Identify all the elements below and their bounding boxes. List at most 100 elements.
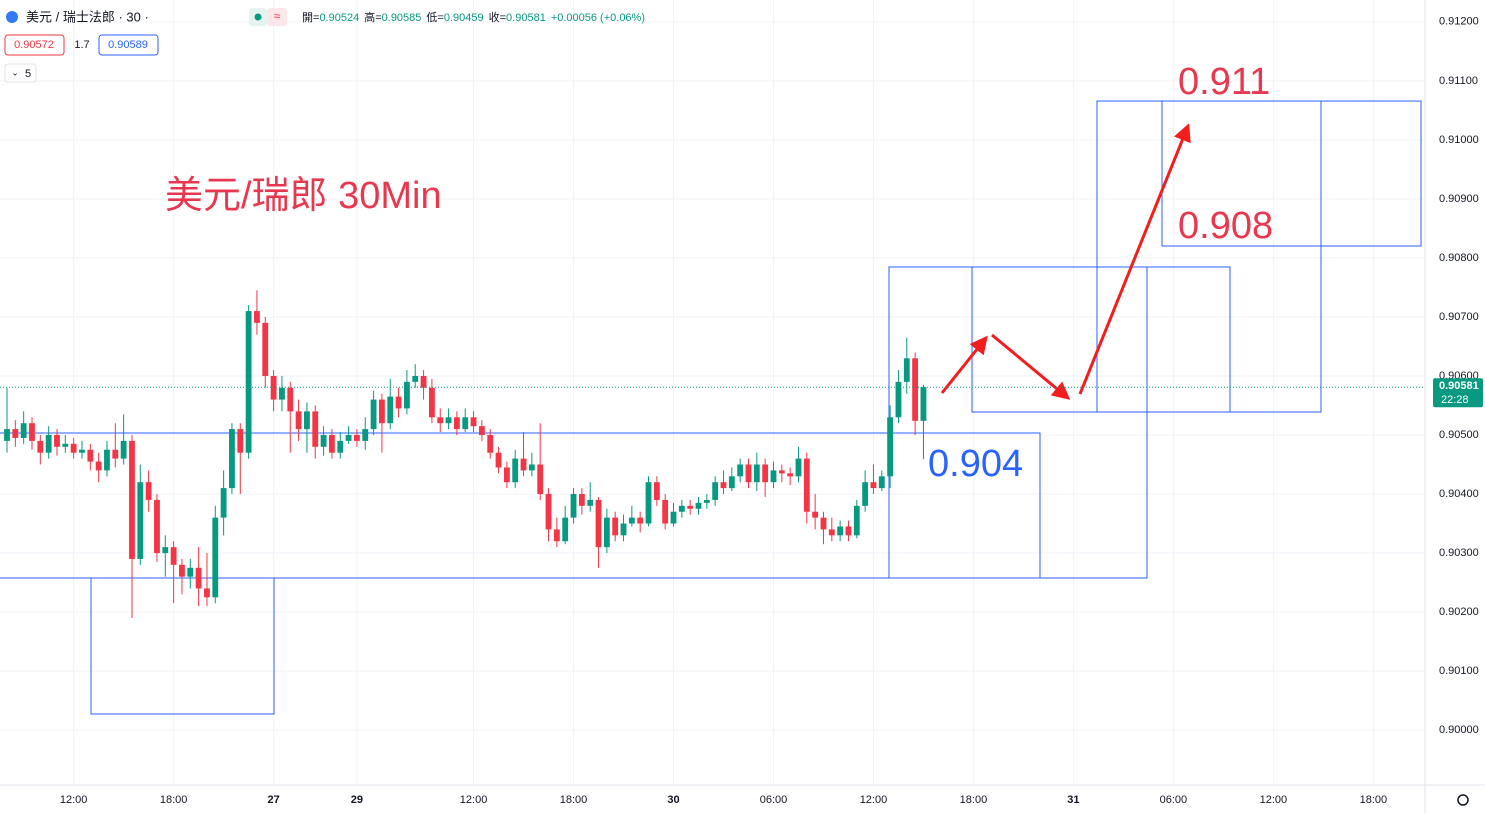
candle-body bbox=[895, 381, 902, 418]
candle-body bbox=[828, 529, 835, 536]
status-icon: ≈ bbox=[274, 9, 281, 23]
candle-body bbox=[812, 511, 819, 518]
candle-body bbox=[870, 482, 877, 489]
candle-body bbox=[678, 505, 685, 512]
candle-body bbox=[304, 411, 310, 430]
x-tick-label: 31 bbox=[1067, 794, 1079, 806]
last-price-tag bbox=[1433, 378, 1483, 408]
candle-body bbox=[520, 458, 527, 471]
settings-icon[interactable] bbox=[1457, 794, 1469, 806]
candle-body bbox=[337, 440, 344, 453]
candle-body bbox=[728, 476, 735, 489]
arrow bbox=[1078, 123, 1191, 395]
candle-body bbox=[87, 449, 94, 462]
x-tick-label: 06:00 bbox=[1160, 794, 1188, 806]
zone-box bbox=[90, 577, 275, 715]
candle-body bbox=[878, 476, 885, 489]
candle-body bbox=[162, 547, 169, 554]
ask-box[interactable] bbox=[98, 34, 159, 56]
candle-body bbox=[628, 517, 635, 524]
candle-body bbox=[445, 417, 452, 424]
candle-body bbox=[770, 470, 777, 483]
candle-body bbox=[612, 517, 619, 536]
indicator-toggle[interactable] bbox=[4, 63, 37, 83]
bid: 0.90572 bbox=[14, 39, 54, 51]
y-tick-label: 0.90100 bbox=[1439, 665, 1479, 677]
candle-body bbox=[179, 564, 185, 577]
status-icon bbox=[267, 8, 287, 26]
candle-body bbox=[545, 494, 552, 530]
candle-body bbox=[487, 434, 494, 453]
candle-body bbox=[79, 449, 85, 453]
candle-body bbox=[295, 411, 302, 430]
candle-body bbox=[503, 467, 510, 483]
candle-body bbox=[54, 434, 60, 447]
candle-body bbox=[903, 358, 910, 382]
candle-body bbox=[745, 464, 752, 483]
y-tick-label: 0.91100 bbox=[1439, 75, 1478, 87]
candle-body bbox=[703, 499, 710, 503]
annotation: 0.904 bbox=[928, 443, 1023, 485]
candle-body bbox=[437, 417, 444, 424]
arrow bbox=[991, 333, 1071, 400]
candle-body bbox=[720, 482, 727, 489]
ohlc-label: 收= bbox=[489, 10, 506, 24]
y-tick-label: 0.90200 bbox=[1439, 606, 1479, 618]
candle-body bbox=[803, 458, 810, 512]
candle-body bbox=[420, 375, 427, 388]
candle-body bbox=[95, 461, 102, 471]
candle-body bbox=[362, 429, 369, 441]
candle-body bbox=[695, 502, 702, 509]
y-tick-label: 0.91000 bbox=[1439, 134, 1479, 146]
chevron: ⌄ bbox=[11, 67, 19, 77]
candle-body bbox=[395, 396, 402, 409]
candle-body bbox=[254, 311, 260, 323]
x-tick-label: 12:00 bbox=[460, 794, 488, 806]
candle-body bbox=[37, 440, 44, 453]
candle-body bbox=[204, 588, 210, 598]
candle-body bbox=[62, 443, 69, 447]
candle-body bbox=[345, 434, 352, 441]
candle-body bbox=[428, 387, 435, 418]
x-tick-label: 29 bbox=[351, 794, 363, 806]
candle-body bbox=[528, 464, 535, 471]
candle-body bbox=[45, 434, 52, 453]
y-tick-label: 0.90700 bbox=[1439, 311, 1479, 323]
candle-body bbox=[120, 440, 127, 459]
candle-body bbox=[270, 375, 277, 400]
x-tick-label: 12:00 bbox=[860, 794, 888, 806]
candle-body bbox=[570, 494, 577, 518]
y-tick-label: 0.90300 bbox=[1439, 547, 1479, 559]
axes: 0.90000 0.90100 0.90200 0.90300 0.90400 0.905… bbox=[60, 16, 1483, 806]
candle-body bbox=[29, 423, 35, 441]
ohlc-value: 0.90585 bbox=[382, 12, 422, 24]
candle-body bbox=[220, 488, 227, 518]
x-tick-label: 12:00 bbox=[60, 794, 88, 806]
candle-body bbox=[212, 517, 219, 598]
y-tick-label: 0.90500 bbox=[1439, 429, 1479, 441]
candle-body bbox=[387, 396, 394, 424]
ohlc-value: 0.90459 bbox=[444, 12, 484, 24]
bid-box[interactable] bbox=[4, 34, 65, 56]
candle-body bbox=[653, 482, 660, 500]
candle-body bbox=[587, 499, 594, 506]
candle-body bbox=[920, 387, 927, 421]
candle-body bbox=[687, 505, 694, 509]
candle-body bbox=[320, 434, 327, 447]
candle-body bbox=[129, 440, 135, 559]
candle-body bbox=[853, 505, 860, 536]
candle-body bbox=[187, 567, 194, 577]
y-tick-label: 0.91200 bbox=[1439, 16, 1479, 28]
x-tick-label: 27 bbox=[267, 794, 279, 806]
candle-body bbox=[862, 482, 869, 506]
candle-body bbox=[195, 567, 202, 589]
chart-title: 美元/瑞郎 30Min bbox=[165, 175, 442, 217]
candle-body bbox=[378, 399, 385, 424]
ohlc: 開= 0.90524 高= 0.90585 低= 0.90459 收= 0.90581 +0.0… bbox=[302, 10, 645, 24]
candle-body bbox=[145, 482, 152, 500]
candle-body bbox=[537, 464, 544, 495]
candle-body bbox=[112, 449, 119, 459]
candle-body bbox=[462, 417, 469, 430]
candle-body bbox=[329, 434, 335, 453]
candle-body bbox=[845, 526, 852, 536]
